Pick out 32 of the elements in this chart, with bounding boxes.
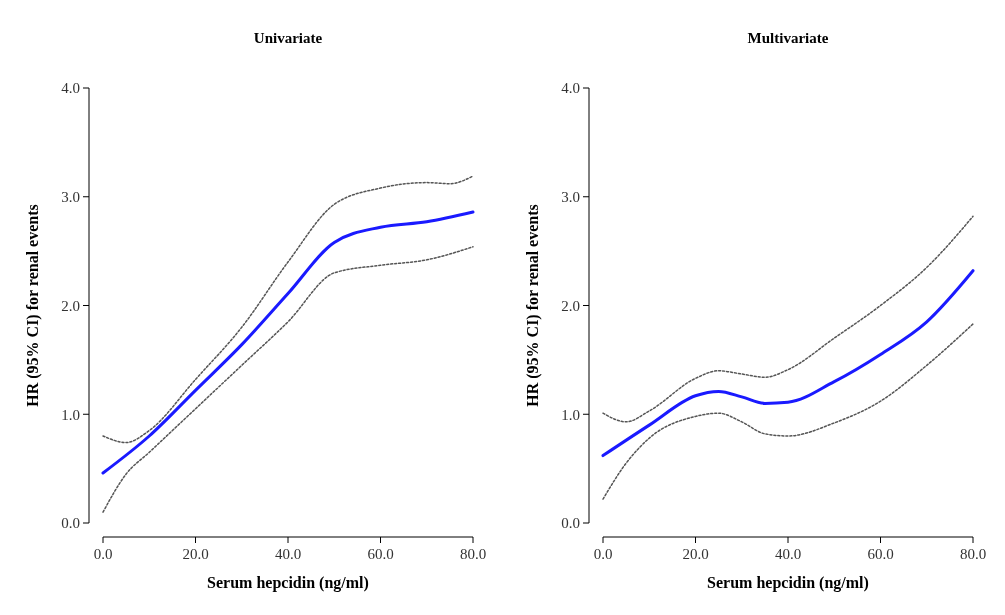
y-axis-title: HR (95% CI) for renal events (24, 204, 42, 407)
y-tick-label: 0.0 (561, 515, 580, 532)
x-axis-title: Serum hepcidin (ng/ml) (207, 574, 369, 592)
x-axis-title: Serum hepcidin (ng/ml) (707, 574, 869, 592)
chart-title: Univariate (253, 30, 323, 46)
x-tick-label: 80.0 (459, 546, 487, 562)
y-axis-title: HR (95% CI) for renal events (524, 204, 542, 407)
x-tick-label: 60.0 (367, 546, 394, 562)
line-series (602, 323, 974, 500)
y-tick-label: 4.0 (561, 80, 580, 97)
x-tick-label: 20.0 (682, 546, 709, 562)
y-tick-label: 0.0 (61, 515, 80, 532)
line-series (102, 246, 474, 513)
x-tick-label: 40.0 (774, 546, 802, 562)
y-tick-label: 1.0 (561, 406, 580, 423)
x-tick-label: 40.0 (274, 546, 302, 562)
chart-title: Multivariate (747, 30, 829, 46)
x-tick-label: 0.0 (93, 546, 113, 562)
line-series (101, 210, 475, 475)
x-tick-label: 0.0 (593, 546, 613, 562)
line-series (602, 215, 974, 423)
y-tick-label: 2.0 (561, 297, 580, 314)
y-tick-label: 2.0 (61, 297, 80, 314)
y-tick-label: 3.0 (561, 189, 580, 205)
x-tick-label: 80.0 (959, 546, 987, 562)
x-tick-label: 20.0 (182, 546, 209, 562)
line-series (102, 175, 474, 444)
x-tick-label: 60.0 (867, 546, 894, 562)
y-tick-label: 1.0 (61, 406, 80, 423)
y-tick-label: 4.0 (61, 80, 80, 97)
line-series (601, 269, 975, 458)
y-tick-label: 3.0 (61, 189, 80, 205)
